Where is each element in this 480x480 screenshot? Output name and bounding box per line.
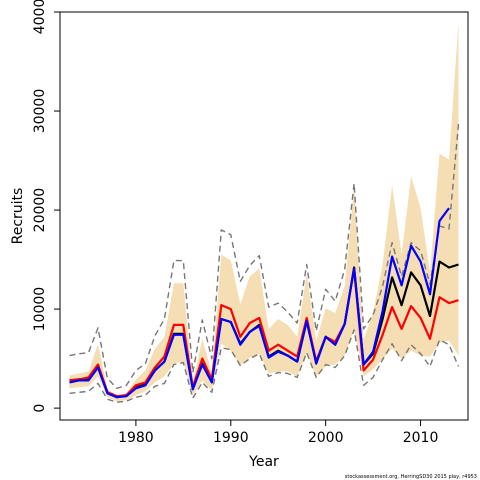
x-tick-label: 2000 bbox=[308, 430, 344, 446]
x-tick-label: 2010 bbox=[403, 430, 439, 446]
y-tick-label: 30000 bbox=[32, 89, 48, 134]
y-tick-label: 0 bbox=[32, 404, 48, 413]
series-line-4 bbox=[69, 123, 460, 389]
series-line-3 bbox=[69, 207, 450, 399]
y-tick-label: 10000 bbox=[32, 287, 48, 332]
footnote: stockassessment.org, HerringSD30 2015 pl… bbox=[345, 474, 477, 480]
y-tick-label: 40000 bbox=[32, 0, 48, 34]
y-tick-label: 20000 bbox=[32, 188, 48, 233]
x-tick-label: 1980 bbox=[118, 430, 154, 446]
series-line-2 bbox=[69, 267, 459, 398]
x-tick-label: 1990 bbox=[213, 430, 249, 446]
y-axis: 0 10000 20000 30000 40000 bbox=[32, 0, 60, 413]
x-axis-title: Year bbox=[248, 454, 279, 470]
x-axis: 1980 1990 2000 2010 bbox=[118, 420, 438, 446]
plot-content bbox=[69, 21, 460, 403]
plot-frame bbox=[59, 11, 469, 421]
series-line-5 bbox=[69, 329, 460, 403]
confidence-band bbox=[69, 21, 459, 402]
y-axis-title: Recruits bbox=[10, 188, 26, 245]
